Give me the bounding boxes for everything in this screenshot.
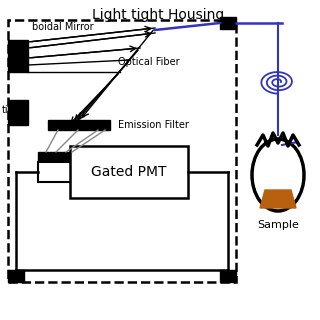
Bar bbox=[220, 270, 236, 282]
Text: Sample: Sample bbox=[257, 220, 299, 230]
Text: Optical Fiber: Optical Fiber bbox=[118, 57, 180, 67]
Text: tion: tion bbox=[2, 105, 21, 115]
Bar bbox=[8, 100, 28, 125]
Ellipse shape bbox=[254, 141, 302, 209]
Bar bbox=[220, 17, 236, 29]
Text: Light tight Housing: Light tight Housing bbox=[92, 8, 224, 22]
Polygon shape bbox=[260, 190, 296, 208]
Text: Emission Filter: Emission Filter bbox=[118, 120, 189, 130]
Bar bbox=[8, 40, 28, 72]
Text: Gated PMT: Gated PMT bbox=[91, 165, 167, 179]
Bar bbox=[70, 146, 188, 198]
Bar bbox=[8, 20, 236, 282]
Bar bbox=[38, 152, 80, 164]
Bar bbox=[38, 162, 80, 182]
Bar bbox=[8, 270, 24, 282]
Text: boidal Mirror: boidal Mirror bbox=[32, 22, 94, 32]
Bar bbox=[48, 120, 110, 130]
